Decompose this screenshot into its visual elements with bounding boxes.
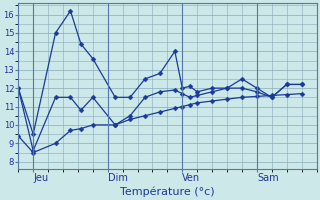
X-axis label: Température (°c): Température (°c): [120, 186, 215, 197]
